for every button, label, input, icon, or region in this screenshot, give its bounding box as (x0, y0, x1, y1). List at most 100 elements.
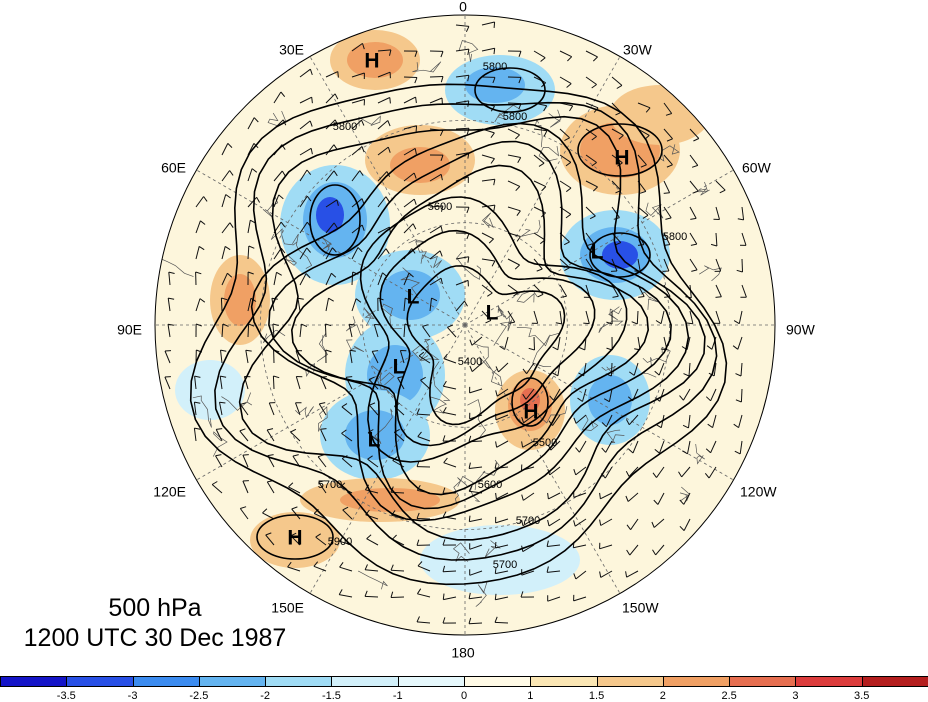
wind-barb (195, 323, 202, 338)
wind-barb (167, 323, 174, 338)
wind-barb (559, 128, 570, 142)
wind-barb (299, 323, 308, 338)
contour-label: 5600 (478, 479, 502, 491)
anomaly-patch (390, 147, 450, 183)
meridian-line (464, 324, 621, 594)
contour-label: 5700 (493, 559, 517, 571)
wind-barb (295, 402, 302, 416)
wind-barb (351, 119, 365, 130)
wind-barb (418, 351, 431, 364)
coastline-segment (537, 406, 568, 424)
wind-barb (273, 247, 286, 260)
wind-barb (325, 170, 338, 182)
wind-barb (625, 466, 639, 477)
closed-contour (511, 377, 549, 427)
wind-barb (507, 310, 516, 324)
wind-barb (403, 50, 418, 57)
wind-barb (495, 492, 509, 500)
wind-barb (320, 428, 327, 442)
pressure-center-h: H (287, 527, 302, 550)
wind-barb (262, 508, 275, 520)
wind-barb (663, 154, 673, 168)
lon-label-120w: 120W (740, 484, 777, 500)
wind-barb (299, 247, 311, 260)
wind-barb (626, 518, 639, 530)
wind-barb (546, 566, 561, 573)
wind-barb (442, 593, 457, 601)
wind-barb (682, 414, 691, 429)
wind-barb (290, 532, 301, 546)
wind-barb (625, 570, 639, 578)
wind-barb (247, 271, 254, 286)
colorbar-swatch (861, 676, 928, 687)
wind-barb (364, 564, 379, 572)
wind-barb (469, 362, 483, 372)
colorbar-swatch (0, 676, 68, 687)
wind-barb (219, 375, 227, 390)
wind-barb (689, 128, 700, 142)
wind-barb (273, 271, 282, 286)
pressure-center-h: H (364, 50, 379, 73)
wind-barb (603, 388, 613, 403)
wind-barb (247, 245, 255, 260)
wind-barb (689, 154, 699, 168)
wind-barb (611, 232, 622, 246)
meridian-line (309, 56, 466, 326)
wind-barb (195, 196, 208, 208)
meridian-line (464, 324, 734, 481)
colorbar-tick-label: -3.5 (56, 690, 76, 702)
wind-barb (351, 170, 364, 182)
wind-barb (737, 206, 745, 221)
contour-label: 5700 (516, 515, 540, 527)
wind-barb (325, 272, 337, 286)
contour-label: 5800 (333, 121, 357, 133)
wind-barb (341, 429, 353, 442)
wind-barb (377, 196, 390, 208)
meridian-line (196, 324, 466, 481)
lon-label-90e: 90E (117, 322, 142, 338)
wind-barb (377, 120, 391, 130)
coastline-segment (420, 254, 442, 269)
coastline-segment (645, 202, 664, 219)
closed-contour (256, 514, 334, 560)
colorbar-swatch (596, 676, 664, 687)
wind-barb (469, 543, 483, 550)
coastline-segment (192, 395, 212, 428)
colorbar-swatch (397, 676, 465, 687)
wind-barb (417, 431, 431, 442)
wind-barb (520, 591, 535, 598)
wind-barb (429, 250, 443, 260)
wind-barb (533, 128, 548, 137)
wind-barb (164, 350, 172, 364)
wind-barb (443, 353, 457, 364)
wind-barb (713, 310, 721, 324)
wind-barb (552, 336, 561, 351)
coastline-segment (412, 61, 442, 73)
wind-barb (240, 402, 249, 416)
wind-barb (318, 402, 327, 416)
wind-barb (652, 544, 665, 556)
coastline-segment (320, 236, 333, 257)
wind-barb (429, 173, 443, 182)
wind-barb (559, 180, 572, 193)
wind-barb (455, 24, 470, 33)
wind-barb (521, 518, 535, 527)
wind-barb (420, 376, 431, 390)
wind-barb (377, 71, 391, 79)
wind-barb (679, 492, 691, 505)
wind-barb (211, 481, 223, 494)
wind-barb (559, 154, 572, 167)
coastline-segment (374, 408, 393, 445)
wind-barb (403, 76, 418, 84)
anomaly-patch (175, 360, 245, 420)
wind-barb (625, 492, 639, 502)
pressure-center-l: L (591, 241, 604, 264)
wind-barb (585, 50, 598, 62)
title-time: 1200 UTC 30 Dec 1987 (23, 624, 287, 652)
wind-barb (367, 455, 379, 468)
wind-barb (416, 512, 431, 520)
wind-barb (351, 146, 365, 156)
wind-barb (403, 272, 414, 286)
wind-barb (736, 258, 743, 273)
